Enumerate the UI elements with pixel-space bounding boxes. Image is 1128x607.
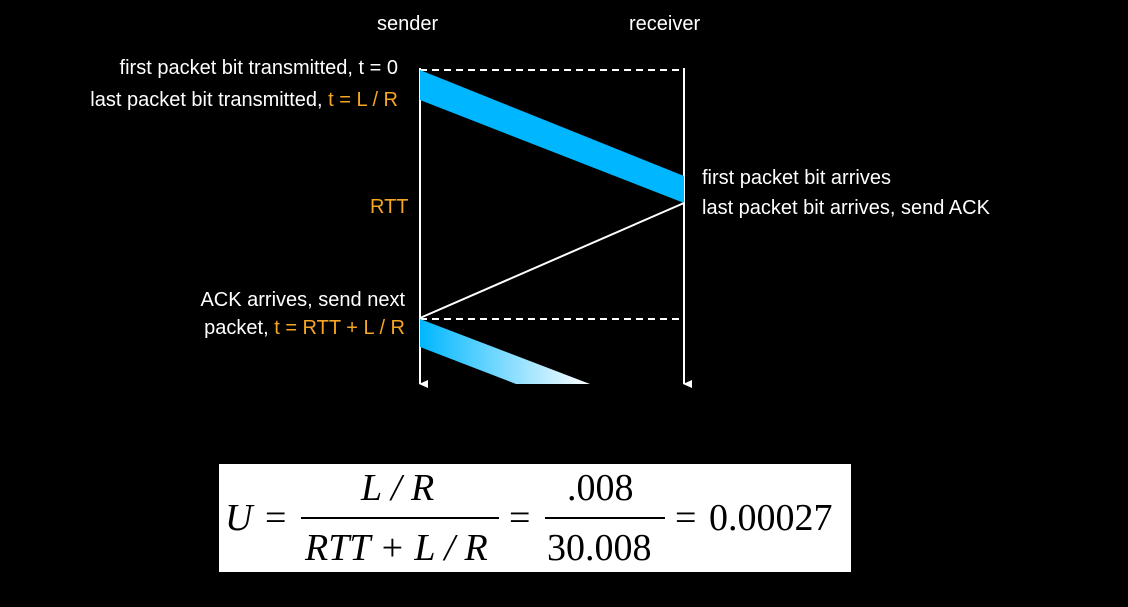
- rtt-label: RTT: [370, 196, 409, 218]
- fraction1-bar: [301, 517, 499, 519]
- fraction2-denominator: 30.008: [547, 527, 652, 569]
- formula-equals-1: =: [265, 497, 287, 539]
- first-bit-arrives-label: first packet bit arrives: [702, 167, 891, 189]
- packet-transmission-band: [420, 70, 684, 203]
- sender-label: sender: [377, 13, 439, 35]
- next-packet-time: t = RTT + L / R: [274, 317, 405, 339]
- formula-lhs: U: [225, 497, 253, 539]
- fraction1-denominator: RTT + L / R: [305, 527, 488, 569]
- next-packet-label: packet, t = RTT + L / R: [204, 316, 405, 340]
- formula-equals-2: =: [509, 497, 531, 539]
- fraction2-numerator: .008: [567, 467, 634, 509]
- ack-arrives-label: ACK arrives, send next: [200, 289, 405, 311]
- formula-equals-3: =: [675, 497, 697, 539]
- fraction1-numerator: L / R: [361, 467, 435, 509]
- last-bit-time: t = L / R: [328, 89, 398, 111]
- formula-result: 0.00027: [709, 497, 833, 539]
- last-bit-arrives-label: last packet bit arrives, send ACK: [702, 197, 990, 219]
- last-bit-transmitted-text: last packet bit transmitted,: [90, 89, 329, 111]
- next-packet-text: packet,: [204, 317, 275, 339]
- utilization-formula: U = L / R RTT + L / R = .008 30.008 = 0.…: [219, 464, 851, 572]
- first-bit-transmitted-label: first packet bit transmitted, t = 0: [119, 57, 398, 79]
- next-packet-band: [420, 319, 590, 384]
- receiver-label: receiver: [629, 13, 701, 35]
- last-bit-transmitted-label: last packet bit transmitted, t = L / R: [90, 88, 398, 112]
- ack-line: [419, 202, 685, 319]
- fraction2-bar: [545, 517, 665, 519]
